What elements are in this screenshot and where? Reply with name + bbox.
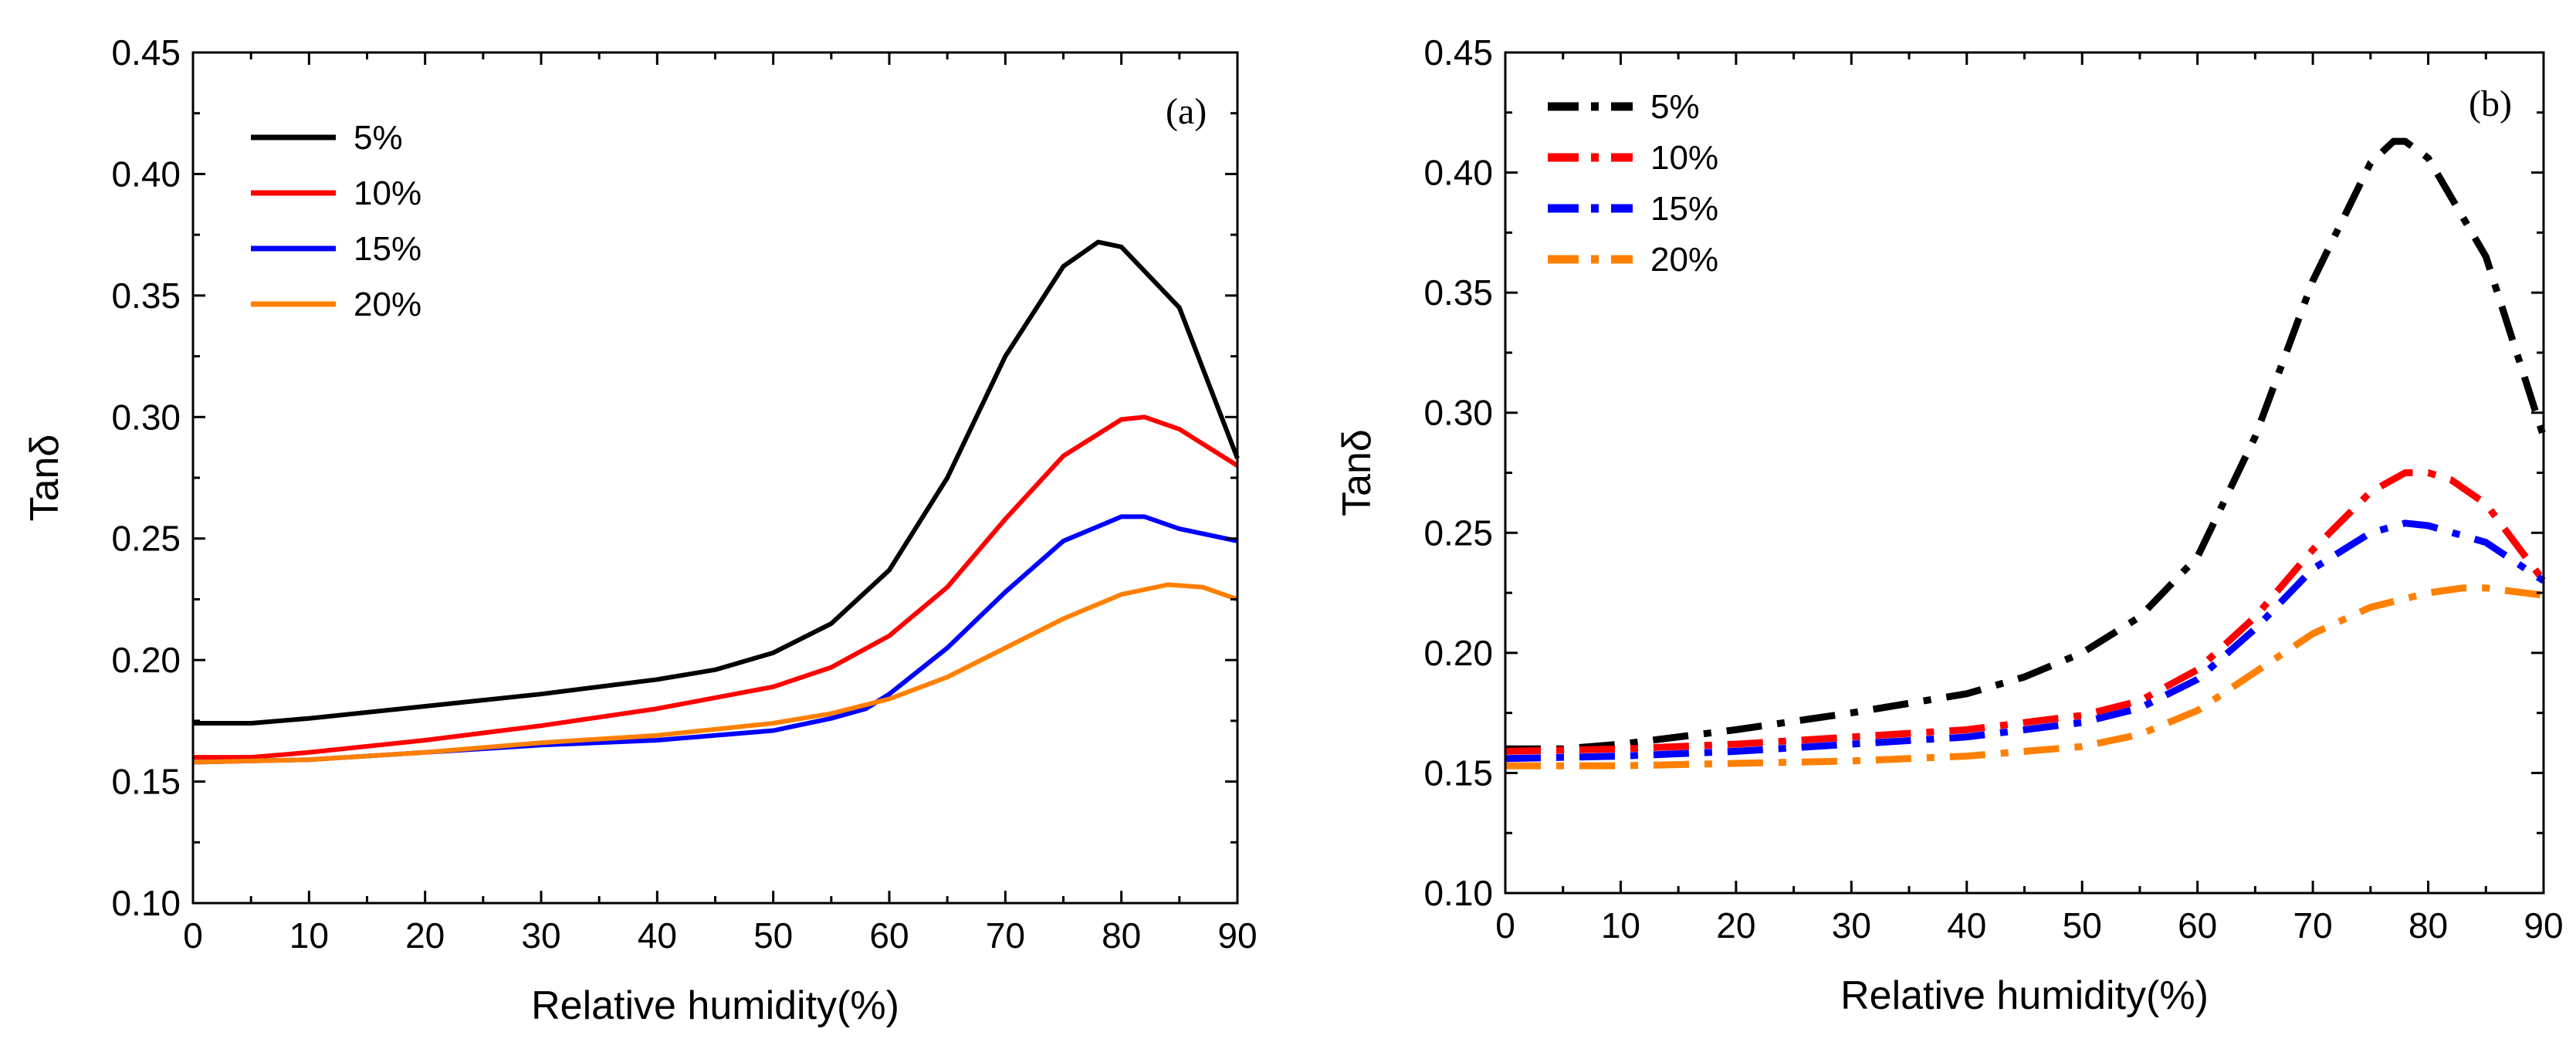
legend-label: 10%: [354, 174, 421, 212]
y-tick-label: 0.10: [111, 883, 181, 923]
y-tick-label: 0.15: [1423, 753, 1493, 793]
legend-label: 20%: [354, 286, 421, 323]
y-tick-label: 0.30: [111, 397, 181, 437]
x-tick-label: 60: [869, 915, 909, 956]
series-line-15pct: [192, 514, 1238, 765]
x-tick-label: 20: [1716, 905, 1755, 946]
series-line-20pct: [1505, 584, 2544, 770]
y-tick-label: 0.25: [111, 519, 181, 559]
series-line-5pct: [1505, 137, 2547, 753]
x-tick-label: 80: [1102, 915, 1141, 956]
series-line-20pct: [192, 582, 1238, 765]
x-tick-label: 90: [2524, 905, 2563, 946]
series-line-10pct: [1505, 469, 2547, 755]
x-tick-label: 40: [638, 915, 677, 956]
y-tick-label: 0.20: [1423, 633, 1493, 673]
x-tick-label: 20: [405, 915, 445, 956]
y-axis-title: Tanδ: [22, 435, 67, 522]
y-tick-label: 0.45: [111, 32, 181, 73]
panel-b: 0 10 20 30 40 50 60 70 80 90 0.10 0.15 0.20 0.25 0.30 0…: [1335, 32, 2564, 1018]
series-line-5pct: [193, 239, 1240, 726]
x-tick-label: 30: [1832, 905, 1871, 946]
x-tick-label: 0: [1495, 905, 1515, 946]
y-tick-label: 0.35: [1423, 272, 1493, 313]
y-tick-label: 0.35: [111, 276, 181, 316]
x-tick-label: 50: [2063, 905, 2102, 946]
x-axis-title: Relative humidity(%): [1840, 973, 2209, 1018]
y-tick-label: 0.45: [1423, 32, 1493, 73]
x-tick-label: 70: [986, 915, 1025, 956]
x-axis-title: Relative humidity(%): [531, 983, 899, 1028]
legend-label: 5%: [1650, 88, 1700, 126]
x-tick-label: 10: [289, 915, 329, 956]
plot-frame: [191, 51, 1239, 905]
x-tick-label: 60: [2178, 905, 2217, 946]
y-tick-label: 0.10: [1423, 873, 1493, 913]
legend-label: 15%: [354, 230, 421, 268]
x-tick-label: 0: [183, 915, 203, 956]
legend-label: 20%: [1650, 241, 1718, 279]
x-tick-label: 80: [2408, 905, 2448, 946]
y-axis-title: Tanδ: [1335, 429, 1379, 516]
y-tick-label: 0.40: [1423, 153, 1493, 193]
x-tick-label: 10: [1601, 905, 1640, 946]
series-line-15pct: [1505, 519, 2546, 763]
x-tick-label: 90: [1217, 915, 1257, 956]
y-tick-label: 0.20: [111, 640, 181, 680]
panel-label: (a): [1166, 91, 1207, 132]
panel-a: 0 10 20 30 40 50 60 70 80 90 0.10 0.15 0.20 0.25 0.30 0…: [22, 32, 1258, 1028]
y-tick-label: 0.25: [1423, 513, 1493, 553]
legend-label: 15%: [1650, 190, 1718, 228]
panel-label: (b): [2469, 83, 2512, 124]
series-line-10pct: [193, 414, 1239, 760]
x-tick-label: 50: [753, 915, 793, 956]
y-tick-label: 0.15: [111, 762, 181, 802]
y-tick-label: 0.30: [1423, 393, 1493, 433]
x-tick-label: 30: [521, 915, 560, 956]
legend-label: 5%: [354, 119, 403, 157]
x-tick-label: 70: [2293, 905, 2333, 946]
legend-label: 10%: [1650, 139, 1718, 177]
y-tick-label: 0.40: [111, 154, 181, 194]
x-tick-label: 40: [1947, 905, 1986, 946]
